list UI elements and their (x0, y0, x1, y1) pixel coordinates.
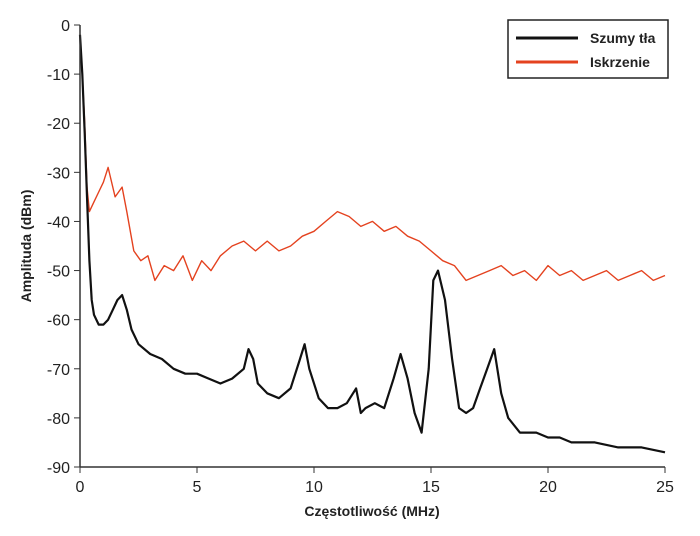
x-axis-label: Częstotliwość (MHz) (304, 503, 439, 519)
y-tick-label: -10 (47, 67, 70, 84)
x-ticks: 0 5 10 15 20 25 (76, 467, 674, 496)
y-tick-label: -50 (47, 264, 70, 281)
series-line-szumy-tla (78, 34, 666, 454)
y-tick-label: -70 (47, 362, 70, 379)
plot-area (78, 34, 666, 454)
y-tick-label: 0 (61, 18, 70, 35)
y-tick-label: -80 (47, 411, 70, 428)
x-tick-label: 25 (656, 479, 674, 496)
x-tick-label: 10 (305, 479, 323, 496)
legend-label-iskrzenie: Iskrzenie (590, 54, 650, 70)
y-tick-label: -30 (47, 165, 70, 182)
y-axis-label: Amplituda (dBm) (18, 190, 34, 303)
x-tick-label: 0 (76, 479, 85, 496)
legend-box (507, 19, 669, 79)
y-tick-label: -60 (47, 313, 70, 330)
series-layer (78, 34, 666, 454)
y-tick-label: -20 (47, 116, 70, 133)
y-tick-label: -40 (47, 214, 70, 231)
axes: 0 5 10 15 20 25 0 -10 -20 -30 -40 -50 -60 -70 -80 -90 (47, 18, 674, 496)
x-tick-label: 20 (539, 479, 557, 496)
series-line-iskrzenie (79, 34, 666, 282)
x-tick-label: 5 (193, 479, 202, 496)
y-ticks: 0 -10 -20 -30 -40 -50 -60 -70 -80 -90 (47, 18, 80, 477)
x-tick-label: 15 (422, 479, 440, 496)
legend-label-szumy-tla: Szumy tła (590, 30, 656, 46)
y-tick-label: -90 (47, 460, 70, 477)
legend: Szumy tła Iskrzenie (507, 19, 669, 79)
